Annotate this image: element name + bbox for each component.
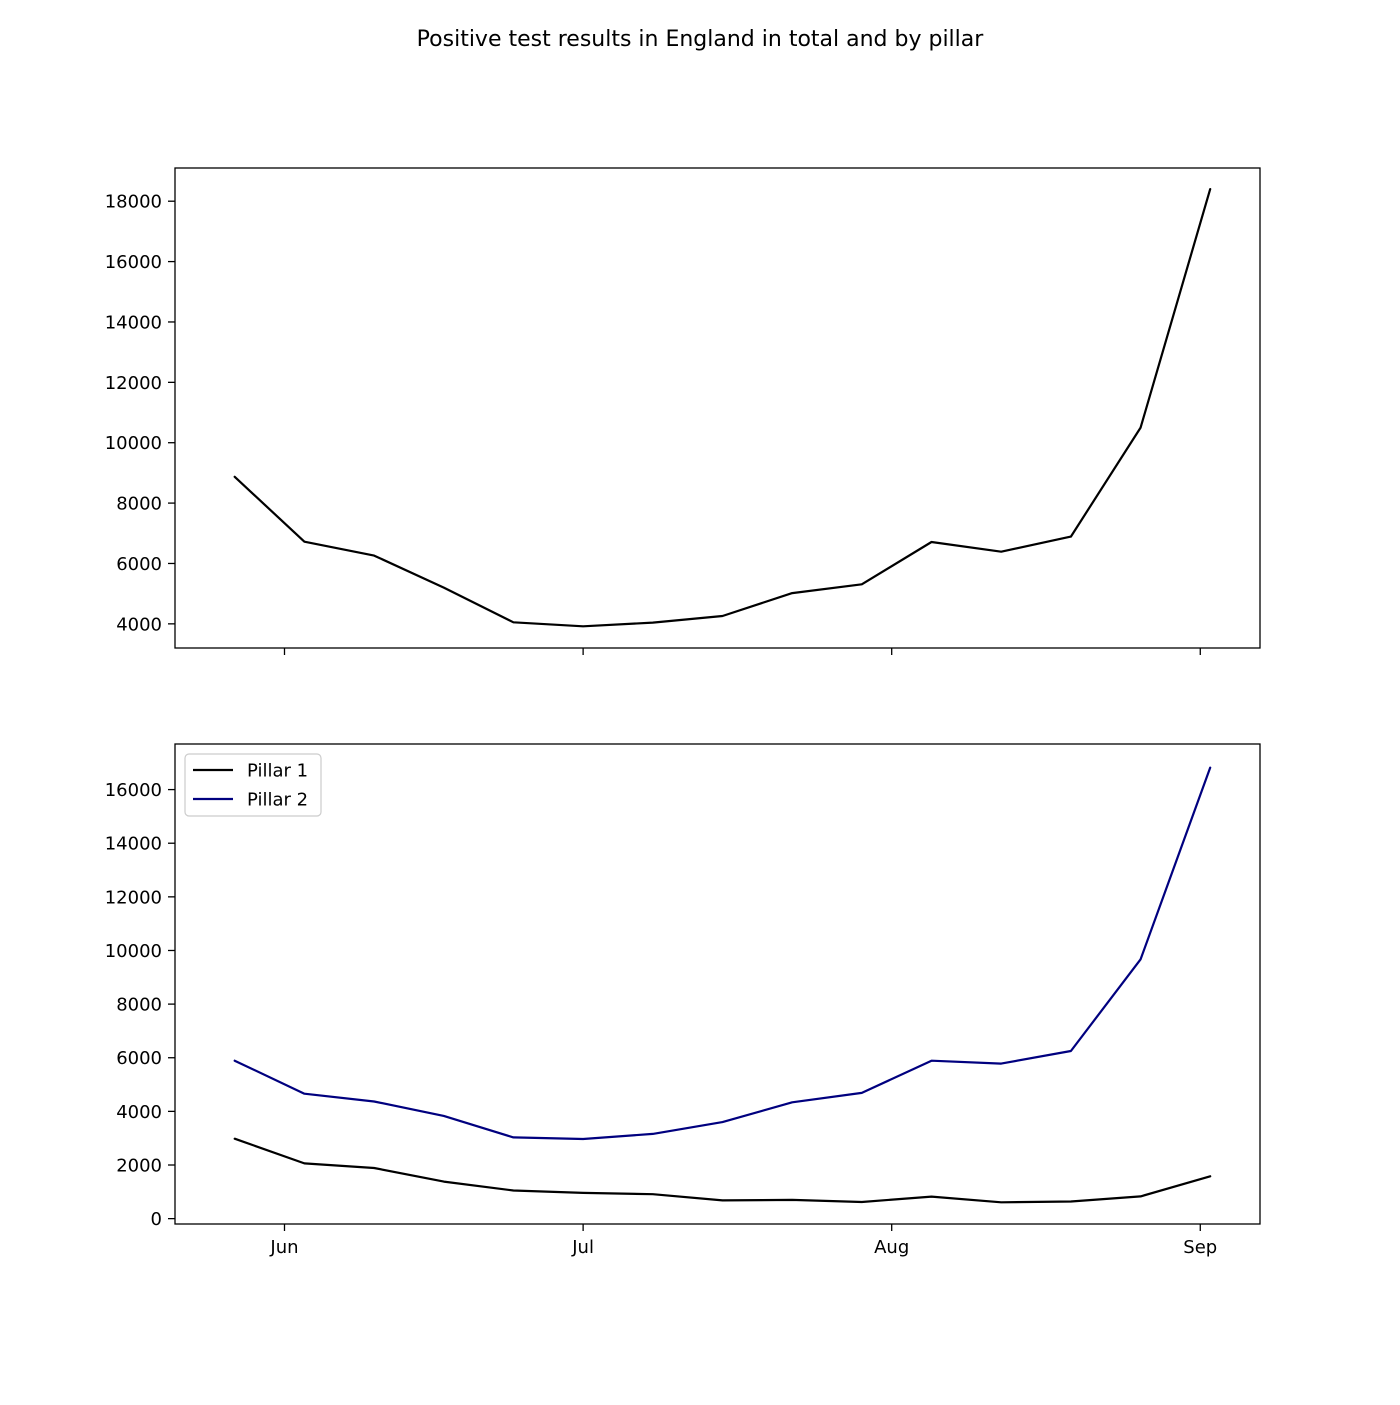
x-tick-label: Sep <box>1183 1237 1217 1258</box>
series-line-total <box>233 188 1212 628</box>
y-tick-label: 0 <box>151 1209 162 1230</box>
y-tick-label: 16000 <box>105 252 162 273</box>
legend: Pillar 1 Pillar 2 <box>184 753 322 817</box>
y-tick-label: 4000 <box>116 614 162 635</box>
axes-frame <box>174 167 1261 649</box>
x-tick-label: Aug <box>874 1237 909 1258</box>
y-tick-label: 8000 <box>116 995 162 1016</box>
x-tick-label: Jul <box>571 1237 594 1258</box>
axes-frame <box>174 743 1261 1225</box>
y-tick-label: 12000 <box>105 887 162 908</box>
y-tick-label: 14000 <box>105 312 162 333</box>
y-tick-label: 16000 <box>105 780 162 801</box>
legend-label: Pillar 1 <box>247 761 308 782</box>
y-tick-label: 8000 <box>116 494 162 515</box>
y-tick-label: 6000 <box>116 554 162 575</box>
y-tick-label: 18000 <box>105 192 162 213</box>
y-tick-label: 14000 <box>105 834 162 855</box>
series-line-pillar-2 <box>233 766 1212 1141</box>
total-positive-tests-axes: 4000 6000 8000 10000 12000 14000 16000 18000 <box>105 167 1261 655</box>
x-tick-label: Jun <box>269 1237 298 1258</box>
y-tick-label: 6000 <box>116 1048 162 1069</box>
pillar-positive-tests-axes: 0 2000 4000 6000 8000 10000 12000 14000 16000 Jun… <box>105 743 1261 1258</box>
y-tick-label: 10000 <box>105 433 162 454</box>
y-tick-label: 12000 <box>105 373 162 394</box>
y-tick-label: 2000 <box>116 1156 162 1177</box>
y-tick-label: 4000 <box>116 1102 162 1123</box>
series-line-pillar-1 <box>233 1137 1212 1204</box>
legend-label: Pillar 2 <box>247 790 308 811</box>
figure-title: Positive test results in England in tota… <box>417 27 985 52</box>
y-tick-label: 10000 <box>105 941 162 962</box>
